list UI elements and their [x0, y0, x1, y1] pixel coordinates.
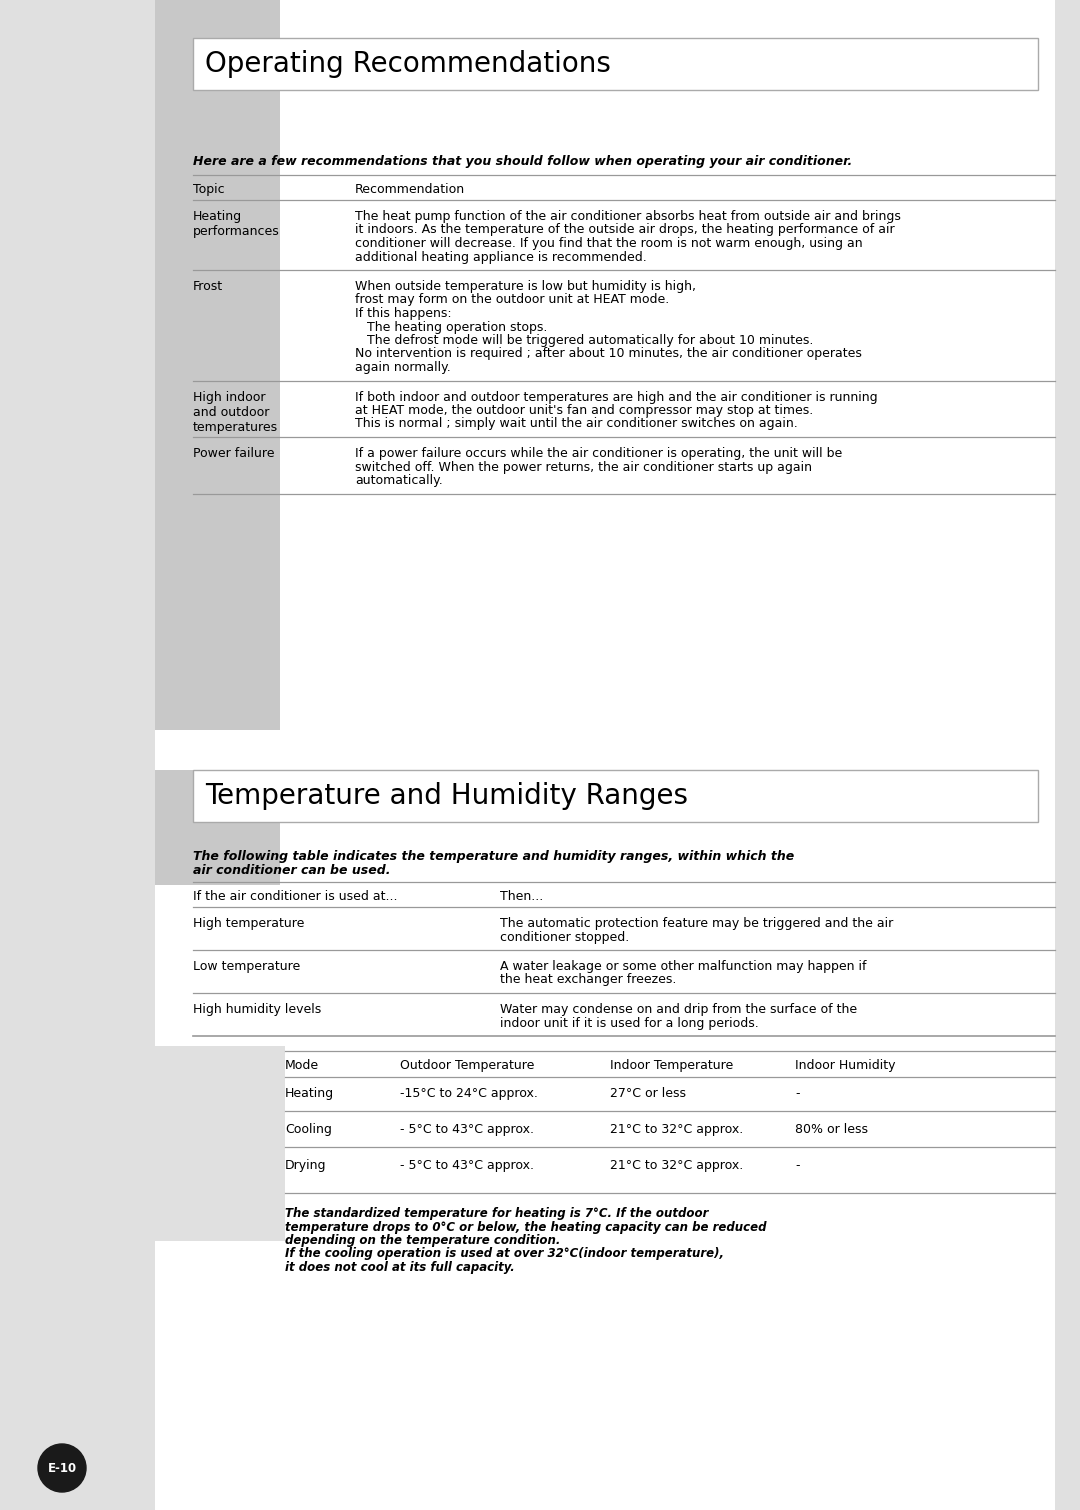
Text: A water leakage or some other malfunction may happen if: A water leakage or some other malfunctio…: [500, 960, 866, 972]
Text: The heating operation stops.: The heating operation stops.: [355, 320, 548, 334]
Text: If the cooling operation is used at over 32°C(indoor temperature),: If the cooling operation is used at over…: [285, 1247, 724, 1261]
Text: The heat pump function of the air conditioner absorbs heat from outside air and : The heat pump function of the air condit…: [355, 210, 901, 223]
Text: the heat exchanger freezes.: the heat exchanger freezes.: [500, 974, 676, 986]
Text: The defrost mode will be triggered automatically for about 10 minutes.: The defrost mode will be triggered autom…: [355, 334, 813, 347]
Bar: [156, 770, 280, 885]
Bar: [193, 38, 1038, 91]
Circle shape: [38, 1444, 86, 1492]
Text: at HEAT mode, the outdoor unit's fan and compressor may stop at times.: at HEAT mode, the outdoor unit's fan and…: [355, 405, 813, 417]
Text: Topic: Topic: [193, 183, 225, 196]
Text: indoor unit if it is used for a long periods.: indoor unit if it is used for a long per…: [500, 1016, 759, 1030]
Text: it does not cool at its full capacity.: it does not cool at its full capacity.: [285, 1261, 515, 1274]
Text: High indoor
and outdoor
temperatures: High indoor and outdoor temperatures: [193, 391, 279, 433]
Text: depending on the temperature condition.: depending on the temperature condition.: [285, 1234, 561, 1247]
Text: Cooling: Cooling: [285, 1123, 332, 1136]
Text: air conditioner can be used.: air conditioner can be used.: [193, 864, 391, 876]
Text: If the air conditioner is used at...: If the air conditioner is used at...: [193, 889, 397, 903]
Text: 21°C to 32°C approx.: 21°C to 32°C approx.: [610, 1160, 743, 1172]
Text: E-10: E-10: [48, 1462, 77, 1474]
Text: Low temperature: Low temperature: [193, 960, 300, 972]
Text: This is normal ; simply wait until the air conditioner switches on again.: This is normal ; simply wait until the a…: [355, 417, 798, 430]
Text: -15°C to 24°C approx.: -15°C to 24°C approx.: [400, 1087, 538, 1099]
Text: frost may form on the outdoor unit at HEAT mode.: frost may form on the outdoor unit at HE…: [355, 293, 670, 307]
Text: conditioner will decrease. If you find that the room is not warm enough, using a: conditioner will decrease. If you find t…: [355, 237, 863, 251]
Text: 21°C to 32°C approx.: 21°C to 32°C approx.: [610, 1123, 743, 1136]
Bar: [0, 1046, 285, 1241]
Text: Here are a few recommendations that you should follow when operating your air co: Here are a few recommendations that you …: [193, 156, 852, 168]
Text: High humidity levels: High humidity levels: [193, 1003, 321, 1016]
Text: temperature drops to 0°C or below, the heating capacity can be reduced: temperature drops to 0°C or below, the h…: [285, 1220, 767, 1234]
Text: Recommendation: Recommendation: [355, 183, 465, 196]
Text: additional heating appliance is recommended.: additional heating appliance is recommen…: [355, 251, 647, 264]
Bar: [156, 0, 280, 729]
Text: Water may condense on and drip from the surface of the: Water may condense on and drip from the …: [500, 1003, 858, 1016]
Text: If both indoor and outdoor temperatures are high and the air conditioner is runn: If both indoor and outdoor temperatures …: [355, 391, 878, 403]
Text: Power failure: Power failure: [193, 447, 274, 461]
Text: No intervention is required ; after about 10 minutes, the air conditioner operat: No intervention is required ; after abou…: [355, 347, 862, 361]
Text: -: -: [795, 1160, 799, 1172]
Text: - 5°C to 43°C approx.: - 5°C to 43°C approx.: [400, 1123, 534, 1136]
Text: Mode: Mode: [285, 1059, 319, 1072]
Text: conditioner stopped.: conditioner stopped.: [500, 930, 630, 944]
Bar: [156, 0, 1055, 1510]
Text: again normally.: again normally.: [355, 361, 450, 374]
Text: Frost: Frost: [193, 279, 224, 293]
Text: 27°C or less: 27°C or less: [610, 1087, 686, 1099]
Text: Heating
performances: Heating performances: [193, 210, 280, 239]
Text: High temperature: High temperature: [193, 917, 305, 930]
Text: switched off. When the power returns, the air conditioner starts up again: switched off. When the power returns, th…: [355, 461, 812, 474]
Text: 80% or less: 80% or less: [795, 1123, 868, 1136]
Text: it indoors. As the temperature of the outside air drops, the heating performance: it indoors. As the temperature of the ou…: [355, 223, 894, 237]
Text: If this happens:: If this happens:: [355, 307, 451, 320]
Text: Then...: Then...: [500, 889, 543, 903]
Text: Outdoor Temperature: Outdoor Temperature: [400, 1059, 535, 1072]
Text: Indoor Humidity: Indoor Humidity: [795, 1059, 895, 1072]
Text: automatically.: automatically.: [355, 474, 443, 488]
Text: If a power failure occurs while the air conditioner is operating, the unit will : If a power failure occurs while the air …: [355, 447, 842, 461]
Text: The following table indicates the temperature and humidity ranges, within which : The following table indicates the temper…: [193, 850, 794, 864]
Text: - 5°C to 43°C approx.: - 5°C to 43°C approx.: [400, 1160, 534, 1172]
Bar: [193, 770, 1038, 821]
Text: Drying: Drying: [285, 1160, 326, 1172]
Text: The automatic protection feature may be triggered and the air: The automatic protection feature may be …: [500, 917, 893, 930]
Text: Heating: Heating: [285, 1087, 334, 1099]
Text: Indoor Temperature: Indoor Temperature: [610, 1059, 733, 1072]
Text: The standardized temperature for heating is 7°C. If the outdoor: The standardized temperature for heating…: [285, 1206, 708, 1220]
Text: Operating Recommendations: Operating Recommendations: [205, 50, 611, 79]
Text: Temperature and Humidity Ranges: Temperature and Humidity Ranges: [205, 782, 688, 809]
Text: When outside temperature is low but humidity is high,: When outside temperature is low but humi…: [355, 279, 696, 293]
Text: -: -: [795, 1087, 799, 1099]
